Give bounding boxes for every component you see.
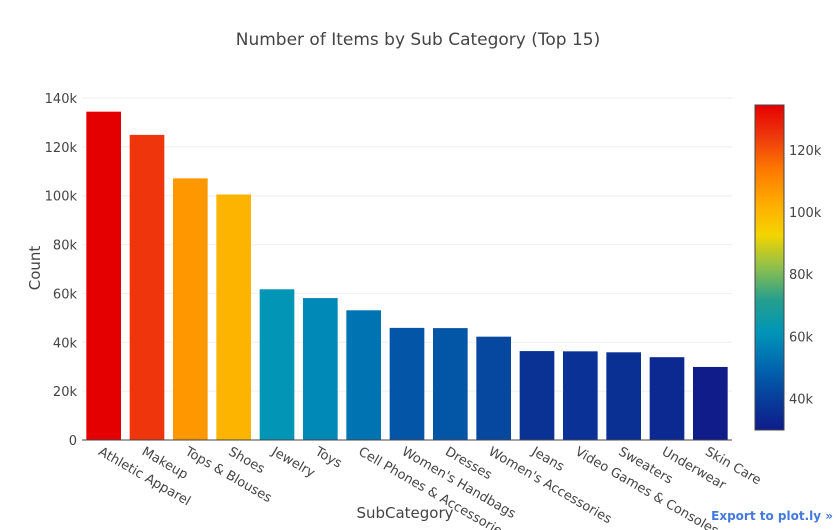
colorbar-tick-label: 80k <box>789 268 814 283</box>
bar <box>563 351 598 440</box>
y-tick-label: 100k <box>45 190 78 205</box>
bars <box>86 111 728 441</box>
export-to-plotly-link[interactable]: Export to plot.ly » <box>711 509 833 523</box>
y-tick-label: 40k <box>53 336 78 351</box>
y-axis-ticks: 0 20k 40k 60k 80k 100k 120k 140k <box>45 92 78 449</box>
bar <box>606 352 641 440</box>
y-axis-label: Count <box>26 246 44 291</box>
x-axis-label: SubCategory <box>356 504 453 522</box>
bar <box>86 111 121 441</box>
colorbar-tick-label: 40k <box>789 393 814 408</box>
colorbar-tick-label: 60k <box>789 330 814 345</box>
bar <box>173 178 208 440</box>
bar <box>303 298 338 440</box>
colorbar-gradient <box>754 104 785 431</box>
bar <box>389 327 425 440</box>
y-tick-label: 120k <box>45 141 78 156</box>
bar <box>129 134 165 440</box>
bar <box>693 366 728 440</box>
y-tick-label: 140k <box>45 92 78 107</box>
bar <box>259 289 295 440</box>
y-tick-label: 20k <box>53 385 78 400</box>
colorbar-tick-label: 100k <box>789 206 822 221</box>
bar <box>433 328 468 440</box>
bar <box>649 357 685 440</box>
bar <box>346 310 381 440</box>
bar <box>476 336 511 440</box>
y-tick-label: 80k <box>53 239 78 254</box>
colorbar-tick-label: 120k <box>789 144 822 159</box>
bar <box>216 194 251 440</box>
bar <box>519 351 555 440</box>
y-tick-label: 60k <box>53 287 78 302</box>
chart-title: Number of Items by Sub Category (Top 15) <box>236 30 601 50</box>
y-tick-label: 0 <box>69 434 77 449</box>
colorbar: 40k 60k 80k 100k 120k <box>754 104 822 431</box>
x-tick-label: Jewelry <box>268 444 317 481</box>
